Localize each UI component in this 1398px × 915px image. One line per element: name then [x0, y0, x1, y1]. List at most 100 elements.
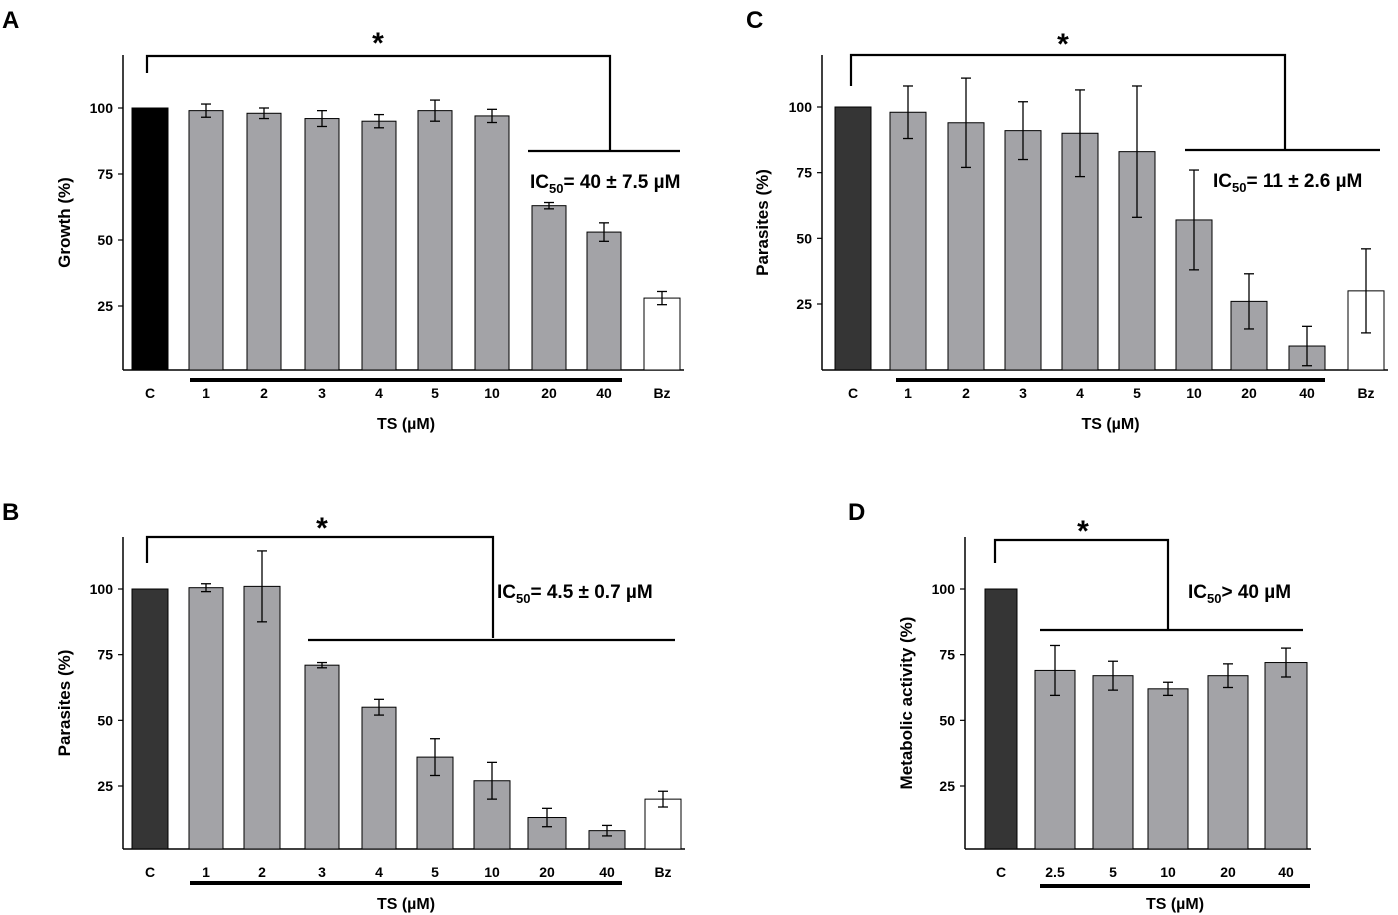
panel-b-ic50-prefix: IC [497, 582, 516, 603]
panel-c-letter: C [746, 7, 763, 34]
panel-c-ts-range-bar [896, 378, 1325, 382]
panel-a-y-tick-label: 25 [97, 298, 113, 314]
panel-d-bar-20 [1207, 675, 1249, 850]
panel-b: B 25 50 75 100 C 1 2 3 4 5 10 20 40 Bz Parasites (%) TS … [2, 499, 685, 913]
panel-c-y-tick-label: 100 [789, 99, 813, 115]
panel-b-bar-3 [304, 664, 340, 850]
panel-b-y-tick-label: 100 [90, 581, 114, 597]
panel-a-bar-C [131, 107, 169, 371]
panel-a-category-label: 3 [318, 385, 326, 401]
panel-d-ic50-annotation: IC50> 40 µM [1188, 582, 1291, 606]
panel-b-ic50-value: = 4.5 ± 0.7 µM [530, 582, 652, 603]
panel-c-ic50-value: = 11 ± 2.6 µM [1246, 171, 1362, 192]
panel-c-category-label: Bz [1357, 385, 1374, 401]
panel-a-ic50-prefix: IC [530, 172, 549, 193]
panel-b-category-label: Bz [654, 864, 671, 880]
panel-c-bar-1 [889, 111, 927, 371]
panel-c-y-axis-label: Parasites (%) [753, 169, 772, 276]
panel-b-ts-range-bar [190, 881, 622, 885]
panel-c-y-tick-label: 25 [796, 296, 812, 312]
panel-d-letter: D [848, 499, 865, 526]
panel-a-ts-range-bar [190, 378, 622, 382]
panel-b-y-tick-label: 25 [97, 778, 113, 794]
panel-b-bar-4 [361, 706, 397, 850]
panel-c: C 25 50 75 100 C 1 2 3 4 5 10 20 40 Bz Parasites (%) TS … [746, 7, 1388, 433]
panel-c-bar-C [834, 106, 872, 371]
panel-c-bar-3 [1004, 130, 1042, 371]
panel-d-category-label: 5 [1109, 864, 1117, 880]
panel-c-category-label: 4 [1076, 385, 1084, 401]
panel-a-category-label: Bz [653, 385, 670, 401]
panel-a-category-label: 1 [202, 385, 210, 401]
panel-d-ts-range-bar [1040, 884, 1310, 888]
panel-b-significance-star: * [316, 512, 328, 545]
panel-c-category-label: C [848, 385, 858, 401]
panel-b-bar-1 [188, 587, 224, 850]
panel-a-y-tick-label: 75 [97, 166, 113, 182]
panel-b-bar-C [131, 588, 169, 850]
panel-b-letter: B [2, 499, 19, 526]
panel-d: D 25 50 75 100 C 2.5 5 10 20 40 Metabolic activity … [848, 499, 1311, 913]
panel-a-bar-2 [246, 112, 282, 371]
panel-a-x-axis-label: TS (µM) [377, 416, 435, 433]
panel-d-ic50-prefix: IC [1188, 582, 1207, 603]
panel-a-y-axis-label: Growth (%) [55, 177, 74, 268]
panel-c-category-label: 40 [1299, 385, 1315, 401]
panel-a-bar-Bz [643, 297, 681, 371]
panel-a-category-label: 5 [431, 385, 439, 401]
panel-d-bar-10 [1147, 688, 1189, 850]
panel-c-ic50-annotation: IC50= 11 ± 2.6 µM [1213, 171, 1362, 195]
panel-c-category-label: 2 [962, 385, 970, 401]
panel-d-significance-bracket [993, 538, 1170, 630]
panel-d-y-axis-label: Metabolic activity (%) [897, 617, 916, 790]
panel-d-category-label: 20 [1220, 864, 1236, 880]
panel-b-bar-2 [243, 585, 281, 850]
panel-a-bar-4 [361, 120, 397, 371]
panel-c-category-label: 10 [1186, 385, 1202, 401]
panel-b-category-label: C [145, 864, 155, 880]
panel-d-category-label: 10 [1160, 864, 1176, 880]
panel-a-category-label: C [145, 385, 155, 401]
panel-b-category-label: 10 [484, 864, 500, 880]
panel-d-category-label: 40 [1278, 864, 1294, 880]
panel-d-bar-2.5 [1034, 669, 1076, 850]
panel-b-y-axis-label: Parasites (%) [55, 650, 74, 757]
panel-a-y-tick-label: 50 [97, 232, 113, 248]
panel-b-category-label: 2 [258, 864, 266, 880]
panel-d-y-tick-label: 50 [939, 712, 955, 728]
panel-c-category-label: 20 [1241, 385, 1257, 401]
panel-a-bar-10 [474, 115, 510, 371]
panel-b-ic50-subscript: 50 [516, 591, 530, 606]
panel-a-ic50-value: = 40 ± 7.5 µM [563, 172, 680, 193]
panel-d-category-label: 2.5 [1045, 864, 1065, 880]
panel-a-bar-3 [304, 118, 340, 371]
panel-a-bar-40 [586, 231, 622, 371]
panel-b-category-label: 4 [375, 864, 383, 880]
panel-d-bar-C [984, 588, 1018, 850]
panel-a-letter: A [2, 7, 19, 34]
panel-b-category-label: 5 [431, 864, 439, 880]
panel-a-significance-star: * [372, 27, 384, 60]
panel-c-y-tick-label: 75 [796, 165, 812, 181]
panel-a-bar-20 [531, 205, 567, 371]
panel-c-category-label: 3 [1019, 385, 1027, 401]
panel-a: A 25 50 75 100 C 1 2 3 4 5 10 20 40 Bz Growth (%) TS (µM… [2, 7, 684, 433]
panel-a-category-label: 4 [375, 385, 383, 401]
panel-a-ic50-subscript: 50 [549, 181, 563, 196]
panel-c-x-axis-label: TS (µM) [1081, 416, 1139, 433]
panel-b-ic50-annotation: IC50= 4.5 ± 0.7 µM [497, 582, 653, 606]
panel-b-y-tick-label: 50 [97, 712, 113, 728]
panel-a-bar-1 [188, 110, 224, 371]
panel-d-significance-star: * [1077, 515, 1089, 548]
panel-a-y-tick-label: 100 [90, 100, 114, 116]
panel-d-ic50-value: > 40 µM [1221, 582, 1291, 603]
panel-a-category-label: 10 [484, 385, 500, 401]
panel-c-significance-star: * [1057, 28, 1069, 61]
panel-d-y-tick-label: 25 [939, 778, 955, 794]
panel-b-category-label: 40 [599, 864, 615, 880]
panel-a-category-label: 20 [541, 385, 557, 401]
panel-c-category-label: 1 [904, 385, 912, 401]
panel-b-category-label: 20 [539, 864, 555, 880]
panel-a-bar-5 [417, 110, 453, 371]
